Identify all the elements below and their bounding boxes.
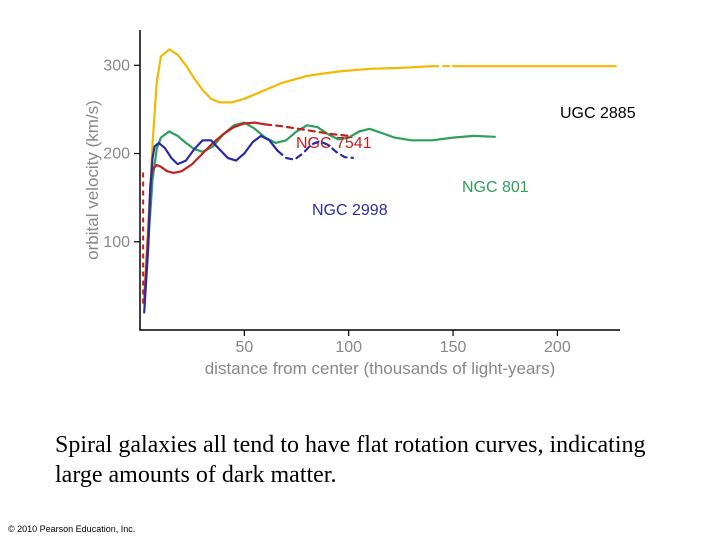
svg-text:NGC 801: NGC 801 bbox=[462, 179, 529, 196]
svg-text:100: 100 bbox=[103, 234, 130, 251]
svg-text:200: 200 bbox=[544, 339, 571, 356]
chart-svg: 10020030050100150200orbital velocity (km… bbox=[80, 20, 640, 390]
svg-text:NGC 2998: NGC 2998 bbox=[312, 202, 388, 219]
svg-text:UGC 2885: UGC 2885 bbox=[560, 105, 636, 122]
svg-text:150: 150 bbox=[440, 339, 467, 356]
copyright-text: © 2010 Pearson Education, Inc. bbox=[8, 524, 135, 534]
svg-text:distance from center (thousand: distance from center (thousands of light… bbox=[205, 359, 556, 378]
svg-text:100: 100 bbox=[335, 339, 362, 356]
caption-text: Spiral galaxies all tend to have flat ro… bbox=[55, 430, 675, 490]
svg-text:300: 300 bbox=[103, 57, 130, 74]
svg-text:50: 50 bbox=[235, 339, 253, 356]
rotation-curves-chart: 10020030050100150200orbital velocity (km… bbox=[80, 20, 640, 390]
svg-text:200: 200 bbox=[103, 146, 130, 163]
svg-text:orbital velocity (km/s): orbital velocity (km/s) bbox=[83, 100, 102, 260]
